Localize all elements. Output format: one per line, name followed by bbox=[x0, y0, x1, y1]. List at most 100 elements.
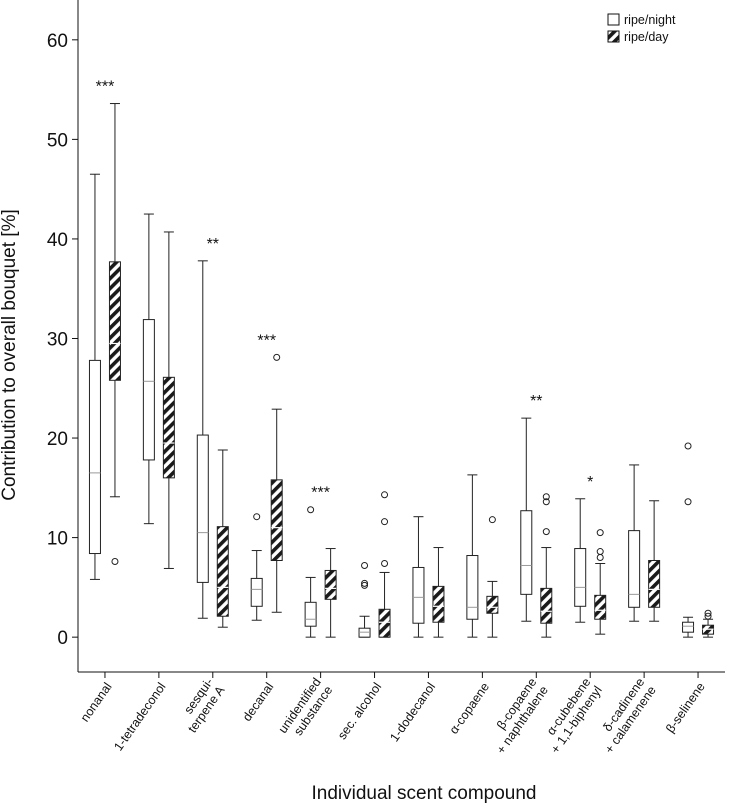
ripe-night-outlier bbox=[684, 442, 692, 450]
box-series bbox=[88, 103, 715, 638]
ripe-day-box bbox=[162, 376, 175, 479]
category-label: α-copaene bbox=[447, 680, 493, 737]
ripe-day-outlier bbox=[381, 559, 389, 567]
ripe-night-box bbox=[466, 555, 479, 620]
ripe-day-outlier bbox=[704, 609, 712, 617]
category-label-line: decanal bbox=[240, 680, 277, 724]
ripe-day-outlier bbox=[704, 612, 712, 620]
ripe-day-outlier bbox=[542, 498, 550, 506]
category-group bbox=[412, 516, 445, 638]
legend-label-ripe-day: ripe/day bbox=[624, 30, 669, 44]
category-group bbox=[682, 442, 715, 638]
category-label-line: 1-dodecanol bbox=[387, 680, 438, 744]
legend-swatch-ripe-night bbox=[607, 13, 620, 26]
ripe-day-outlier bbox=[273, 353, 281, 361]
ripe-night-outlier bbox=[253, 513, 261, 521]
ripe-day-outlier bbox=[596, 529, 604, 537]
y-tick-label: 20 bbox=[47, 429, 68, 450]
category-group bbox=[250, 353, 283, 621]
category-label: β-selinene bbox=[663, 680, 708, 736]
y-axis-title: Contribution to overall bouquet [%] bbox=[0, 209, 20, 501]
legend-label-ripe-night: ripe/night bbox=[624, 13, 676, 27]
category-label: 1-dodecanol bbox=[387, 680, 438, 744]
category-label-line: α-copaene bbox=[447, 680, 493, 737]
y-tick-label: 10 bbox=[47, 529, 68, 550]
category-label: δ-cadinene+ calamenene bbox=[591, 675, 659, 756]
axes bbox=[77, 0, 725, 673]
ripe-night-box bbox=[304, 601, 317, 627]
y-tick-label: 0 bbox=[57, 628, 68, 649]
ripe-night-box bbox=[142, 319, 155, 461]
y-tick-label: 60 bbox=[47, 31, 68, 52]
ripe-day-outlier bbox=[596, 548, 604, 556]
category-group bbox=[574, 498, 607, 635]
category-group bbox=[196, 260, 229, 628]
significance-marker: *** bbox=[96, 79, 115, 96]
category-label: β-copaene+ naphthalene bbox=[482, 675, 551, 756]
category-label: decanal bbox=[240, 680, 277, 724]
ripe-night-box bbox=[196, 434, 209, 583]
legend-swatch-ripe-day bbox=[607, 30, 620, 43]
ripe-night-outlier bbox=[361, 561, 369, 569]
legend: ripe/night ripe/day bbox=[607, 13, 676, 44]
category-group bbox=[358, 491, 391, 638]
significance-markers: ************** bbox=[96, 79, 594, 502]
ripe-day-outlier bbox=[381, 518, 389, 526]
ripe-day-outlier bbox=[542, 528, 550, 536]
ripe-day-box bbox=[648, 559, 661, 608]
ripe-night-outlier bbox=[361, 579, 369, 587]
ripe-night-box bbox=[628, 530, 641, 608]
ripe-day-box bbox=[540, 587, 553, 624]
significance-marker: *** bbox=[311, 485, 330, 502]
category-group bbox=[520, 417, 553, 638]
ripe-day-box bbox=[108, 261, 121, 381]
category-label: sec. alcohol bbox=[335, 680, 384, 742]
ripe-night-outlier bbox=[684, 498, 692, 506]
ripe-day-box bbox=[324, 569, 337, 600]
significance-marker: ** bbox=[207, 236, 219, 253]
ripe-day-outlier bbox=[542, 493, 550, 501]
ripe-day-outlier bbox=[488, 516, 496, 524]
significance-marker: *** bbox=[257, 332, 276, 349]
ripe-day-box bbox=[486, 595, 499, 614]
ripe-night-box bbox=[412, 566, 425, 624]
ripe-day-outlier bbox=[111, 557, 119, 565]
ripe-day-box bbox=[432, 585, 445, 623]
category-label: nonanal bbox=[78, 680, 115, 724]
x-axis-title: Individual scent compound bbox=[312, 783, 537, 804]
category-group bbox=[628, 464, 661, 622]
category-group bbox=[88, 103, 121, 580]
category-group bbox=[142, 213, 175, 569]
ripe-day-outlier bbox=[596, 554, 604, 562]
ripe-night-box bbox=[574, 548, 587, 607]
ripe-night-box bbox=[88, 359, 101, 555]
category-label: sesqui-terpene A bbox=[174, 675, 228, 735]
ripe-night-box bbox=[520, 510, 533, 595]
ripe-night-outlier bbox=[361, 581, 369, 589]
category-group bbox=[466, 474, 499, 638]
ripe-night-box bbox=[682, 621, 695, 633]
ripe-day-box bbox=[594, 594, 607, 620]
category-group bbox=[304, 506, 337, 638]
significance-marker: ** bbox=[530, 393, 542, 410]
category-label-line: β-selinene bbox=[663, 680, 708, 736]
y-tick-label: 40 bbox=[47, 230, 68, 251]
ripe-day-box bbox=[216, 526, 229, 617]
y-axis-ticks: 0 10 20 30 40 50 60 bbox=[47, 31, 78, 649]
y-tick-label: 30 bbox=[47, 329, 68, 350]
category-label-line: nonanal bbox=[78, 680, 115, 724]
category-label-line: sec. alcohol bbox=[335, 680, 384, 742]
ripe-day-box bbox=[378, 608, 391, 638]
category-label: α-cubebene+ 1,1-biphenyl bbox=[537, 675, 605, 756]
ripe-day-outlier bbox=[381, 491, 389, 499]
ripe-night-box bbox=[250, 577, 263, 607]
ripe-day-box bbox=[270, 479, 283, 561]
category-label: unidentifiedsubstance bbox=[276, 675, 336, 743]
category-label-line: 1-tetradeconol bbox=[111, 680, 168, 753]
category-label: 1-tetradeconol bbox=[111, 680, 168, 753]
y-tick-label: 50 bbox=[47, 130, 68, 151]
ripe-night-outlier bbox=[307, 506, 315, 514]
significance-marker: * bbox=[587, 474, 593, 491]
